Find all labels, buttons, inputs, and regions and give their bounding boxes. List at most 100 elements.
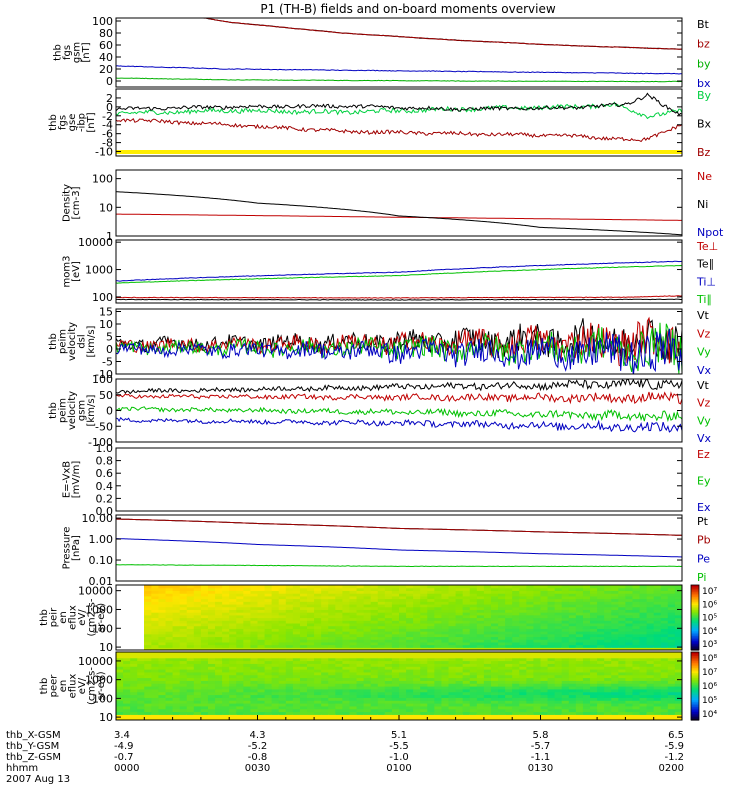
heatmap-cell [469, 654, 478, 659]
heatmap-cell [611, 628, 619, 632]
heatmap-cell [441, 686, 450, 690]
heatmap-cell [186, 647, 195, 650]
heatmap-cell [137, 669, 145, 673]
heatmap-cell [561, 677, 570, 681]
heatmap-cell [285, 612, 294, 616]
y-tick-label: 100 [92, 291, 113, 304]
heatmap-cell [116, 680, 124, 684]
heatmap-cell [519, 606, 527, 610]
heatmap-cell [618, 595, 626, 600]
heatmap-cell [406, 614, 414, 619]
heatmap-cell [434, 587, 443, 592]
heatmap-cell [512, 691, 520, 696]
heatmap-cell [236, 657, 244, 662]
heatmap-cell [625, 666, 634, 670]
heatmap-cell [632, 612, 641, 616]
heatmap-cell [193, 714, 202, 718]
heatmap-cell [667, 639, 676, 643]
heatmap-cell [229, 639, 237, 643]
x-tick-value: -1.1 [531, 752, 551, 763]
heatmap-cell [285, 593, 294, 597]
heatmap-cell [335, 666, 343, 670]
heatmap-cell [158, 691, 167, 696]
heatmap-cell [243, 628, 252, 632]
heatmap-cell [512, 636, 520, 640]
heatmap-cell [448, 686, 457, 690]
heatmap-cell [476, 633, 485, 638]
heatmap-cell [653, 609, 662, 613]
colorbar-segment [691, 641, 699, 645]
heatmap-cell [512, 652, 520, 656]
heatmap-cell [236, 711, 244, 715]
heatmap-cell [568, 703, 577, 707]
heatmap-cell [193, 708, 202, 713]
plot-area-density [116, 191, 682, 236]
heatmap-cell [123, 700, 131, 704]
heatmap-cell [575, 641, 584, 646]
heatmap-cell [236, 628, 244, 632]
heatmap-cell [597, 620, 605, 624]
heatmap-cell [144, 622, 152, 627]
heatmap-cell [498, 705, 506, 710]
heatmap-cell [434, 644, 443, 648]
heatmap-cell [257, 671, 266, 676]
heatmap-cell [335, 686, 343, 690]
heatmap-cell [639, 717, 648, 720]
heatmap-cell [144, 700, 152, 704]
heatmap-cell [462, 717, 471, 720]
heatmap-cell [299, 697, 308, 701]
heatmap-cell [632, 657, 641, 662]
heatmap-cell [597, 680, 605, 684]
heatmap-cell [476, 694, 485, 698]
heatmap-cell [554, 590, 563, 594]
heatmap-cell [342, 636, 351, 640]
heatmap-cell [406, 603, 414, 608]
heatmap-cell [172, 622, 181, 627]
series-line-te∥ [116, 298, 682, 301]
heatmap-cell [215, 631, 223, 635]
heatmap-cell [413, 688, 421, 693]
heatmap-cell [561, 683, 570, 687]
heatmap-cell [363, 622, 372, 627]
heatmap-cell [243, 603, 252, 608]
heatmap-cell [547, 654, 556, 659]
heatmap-cell [271, 708, 280, 713]
legend-label-bx: bx [697, 77, 711, 90]
y-axis-label: (cm2-s- [87, 667, 98, 705]
heatmap-cell [321, 606, 329, 610]
heatmap-cell [420, 631, 428, 635]
heatmap-cell [476, 677, 485, 681]
heatmap-cell [328, 660, 336, 664]
heatmap-cell [646, 598, 655, 602]
heatmap-cell [299, 708, 308, 713]
heatmap-cell [123, 683, 131, 687]
heatmap-cell [285, 669, 294, 673]
heatmap-cell [377, 688, 386, 693]
heatmap-cell [597, 585, 605, 589]
heatmap-cell [575, 590, 584, 594]
heatmap-cell [356, 620, 365, 624]
heatmap-cell [540, 671, 549, 676]
heatmap-cell [533, 633, 542, 638]
heatmap-cell [222, 609, 230, 613]
heatmap-cell [590, 644, 598, 648]
heatmap-cell [186, 593, 195, 597]
heatmap-cell [328, 683, 336, 687]
x-annotation-row-label: thb_Z-GSM [6, 752, 61, 763]
heatmap-cell [639, 686, 648, 690]
colorbar-tick-label: 10⁵ [702, 696, 717, 706]
heatmap-cell [200, 711, 209, 715]
heatmap-cell [639, 612, 648, 616]
heatmap-cell [328, 603, 336, 608]
heatmap-cell [229, 595, 237, 600]
heatmap-cell [349, 612, 358, 616]
heatmap-cell [264, 671, 273, 676]
heatmap-cell [498, 595, 506, 600]
heatmap-cell [399, 700, 407, 704]
heatmap-cell [257, 691, 266, 696]
heatmap-cell [314, 674, 322, 679]
heatmap-cell [271, 609, 280, 613]
heatmap-cell [427, 595, 435, 600]
heatmap-cell [519, 680, 527, 684]
